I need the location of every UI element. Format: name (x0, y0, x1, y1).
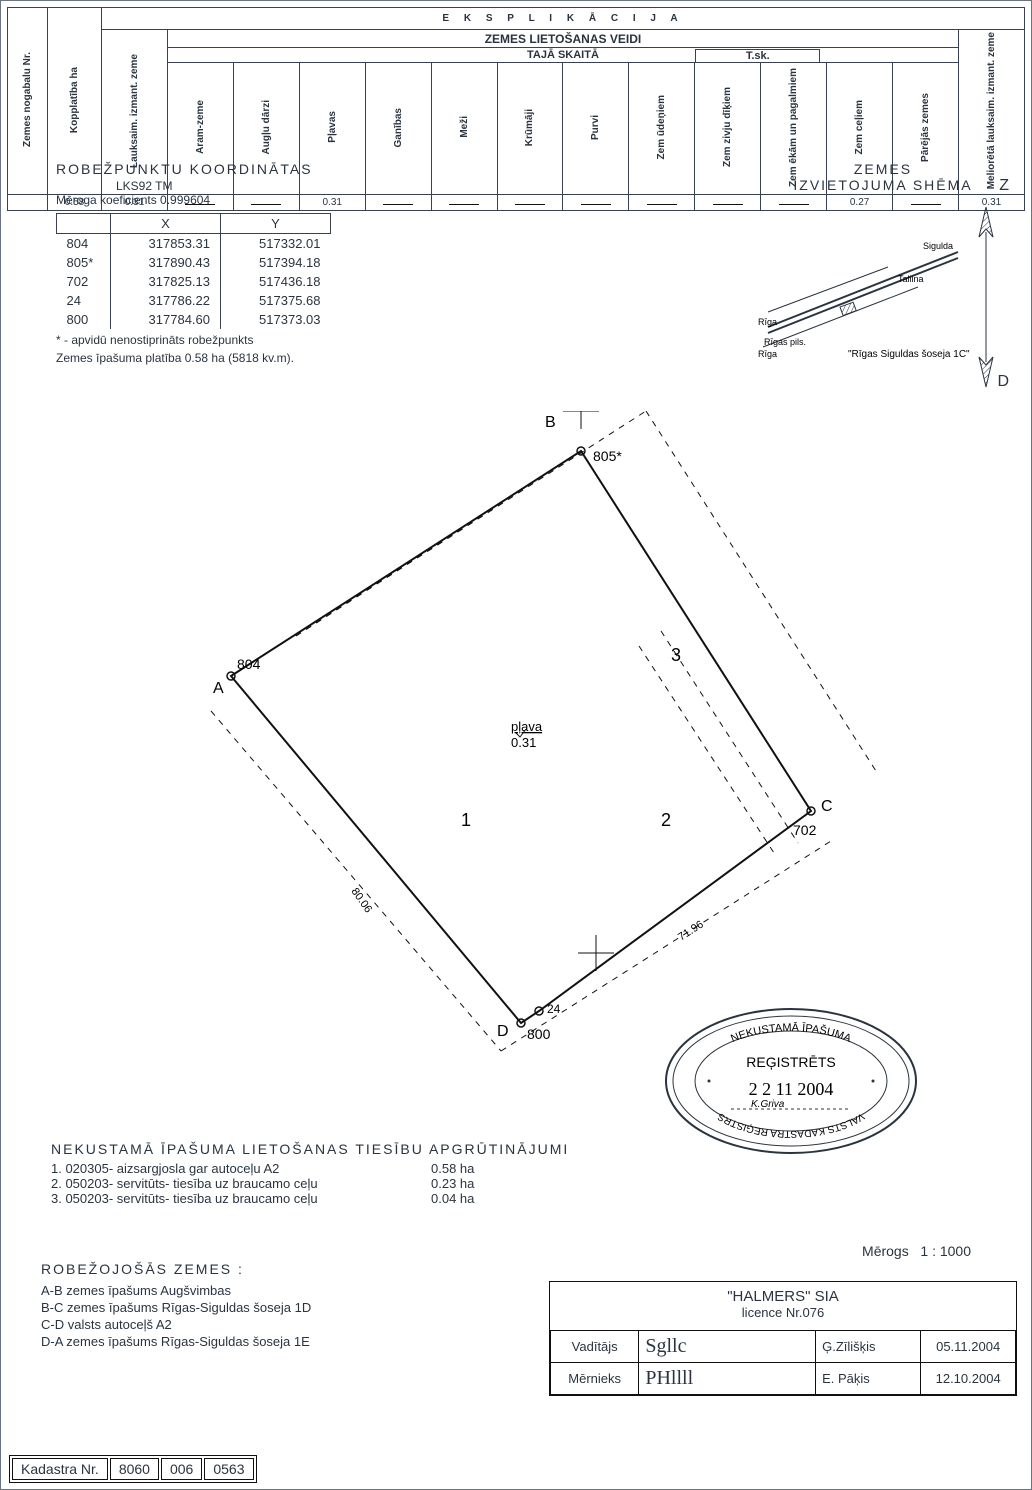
svg-text:804: 804 (237, 656, 261, 672)
svg-text:VALSTS KADASTRA REĢISTRS: VALSTS KADASTRA REĢISTRS (716, 1110, 866, 1139)
svg-text:NEKUSTAMĀ ĪPAŠUMA: NEKUSTAMĀ ĪPAŠUMA (729, 1022, 853, 1045)
svg-text:REĢISTRĒTS: REĢISTRĒTS (746, 1054, 835, 1070)
c8: Meži (459, 116, 470, 138)
coord-factor: Mēroga koeficients 0.999604 (56, 193, 456, 207)
enc-row: 1. 020305- aizsargjosla gar autoceļu A20… (51, 1161, 611, 1176)
col-area: Kopplatība ha (69, 67, 80, 133)
svg-text:Rīga: Rīga (758, 317, 777, 327)
stamp: NEKUSTAMĀ ĪPAŠUMA VALSTS KADASTRA REĢIST… (661, 1001, 921, 1161)
svg-text:0.31: 0.31 (511, 735, 536, 750)
page: Zemes nogabalu Nr. Kopplatība ha E K S P… (0, 0, 1032, 1490)
location-scheme: ZEMES IZVIETOJUMA SHĒMA Z Rīga Rīgas pil… (753, 161, 1013, 400)
svg-text:2: 2 (661, 810, 671, 830)
svg-text:Rīgas pils.: Rīgas pils. (764, 337, 806, 347)
south-d: D (997, 373, 1009, 391)
svg-text:"Rīgas Siguldas šoseja 1C": "Rīgas Siguldas šoseja 1C" (848, 349, 970, 360)
sign-block: "HALMERS" SIA licence Nr.076 Vadītājs Sg… (549, 1281, 1017, 1396)
coord-note1: * - apvidū nenostiprināts robežpunkts (56, 333, 456, 347)
company-name: "HALMERS" SIA (554, 1288, 1012, 1305)
svg-text:A: A (213, 680, 224, 697)
svg-text:3: 3 (671, 645, 681, 665)
encumbrances: NEKUSTAMĀ ĪPAŠUMA LIETOŠANAS TIESĪBU APG… (51, 1141, 611, 1206)
svg-text:702: 702 (793, 822, 817, 838)
svg-text:C: C (821, 798, 833, 815)
c11: Zem ūdeņiem (656, 95, 667, 159)
enc-title: NEKUSTAMĀ ĪPAŠUMA LIETOŠANAS TIESĪBU APG… (51, 1141, 611, 1157)
svg-text:80.06: 80.06 (349, 886, 375, 915)
c12: Zem zivju dīķiem (722, 87, 733, 167)
c15: Pārējās zemes (920, 93, 931, 162)
cadastre: Kadastra Nr. 8060 006 0563 (9, 1455, 257, 1483)
sign-row: Vadītājs Sgllc Ģ.Zīlišķis 05.11.2004 (551, 1331, 1016, 1363)
company-lic: licence Nr.076 (554, 1305, 1012, 1320)
coord-note2: Zemes īpašuma platība 0.58 ha (5818 kv.m… (56, 351, 456, 365)
c10: Purvi (590, 115, 601, 140)
sign-row: Mērnieks PHllll E. Pāķis 12.10.2004 (551, 1363, 1016, 1395)
svg-text:24: 24 (547, 1002, 561, 1016)
coord-title: ROBEŽPUNKTU KOORDINĀTAS (56, 161, 456, 177)
loc-svg: Rīga Rīgas pils. Rīga Sigulda Tallina "R… (758, 197, 1008, 397)
svg-text:B: B (545, 414, 556, 431)
expl-sub2: TAJĀ SKAITĀ (168, 48, 958, 62)
svg-text:800: 800 (527, 1026, 551, 1042)
enc-row: 2. 050203- servitūts- tiesība uz braucam… (51, 1176, 611, 1191)
plan-svg: A 804 B 805* C 702 D 800 24 80.06 71.96 … (41, 411, 911, 1091)
neighbours: ROBEŽOJOŠĀS ZEMES : A-B zemes īpašums Au… (41, 1261, 501, 1351)
col-lauksaim: Lauksaim. izmant. zeme (129, 54, 140, 168)
svg-text:805*: 805* (593, 448, 622, 464)
nbr-row: C-D valsts autoceļš A2 (41, 1317, 501, 1332)
tsk: T.sk. (695, 49, 820, 62)
svg-text:pļava: pļava (511, 719, 543, 734)
svg-text:1: 1 (461, 810, 471, 830)
c5: Augļu dārzi (261, 100, 272, 154)
svg-text:Rīga: Rīga (758, 349, 777, 359)
c14: Zem ceļiem (854, 100, 865, 154)
c7: Ganības (393, 108, 404, 147)
expl-sub1: ZEMES LIETOŠANAS VEIDI (168, 31, 958, 48)
svg-text:K.Griva: K.Griva (751, 1099, 785, 1110)
coord-system: LKS92 TM (116, 179, 456, 193)
enc-row: 3. 050203- servitūts- tiesība uz braucam… (51, 1191, 611, 1206)
svg-text:Tallina: Tallina (898, 274, 924, 284)
svg-text:Sigulda: Sigulda (923, 241, 953, 251)
scale: Mērogs 1 : 1000 (862, 1243, 971, 1259)
svg-text:71.96: 71.96 (676, 918, 706, 943)
c9: Krūmāji (524, 109, 535, 146)
nbr-title: ROBEŽOJOŠĀS ZEMES : (41, 1261, 501, 1277)
coord-block: ROBEŽPUNKTU KOORDINĀTAS LKS92 TM Mēroga … (56, 161, 456, 365)
c6: Pļavas (327, 111, 338, 143)
nbr-row: D-A zemes īpašums Rīgas-Siguldas šoseja … (41, 1334, 501, 1349)
col-nr: Zemes nogabalu Nr. (22, 52, 33, 147)
north-z: Z (999, 177, 1009, 195)
c4: Aram-zeme (195, 100, 206, 154)
coord-table: XY 804317853.31517332.01 805*317890.4351… (56, 213, 331, 329)
loc-title1: ZEMES (753, 161, 1013, 177)
svg-text:D: D (497, 1023, 509, 1040)
nbr-row: B-C zemes īpašums Rīgas-Siguldas šoseja … (41, 1300, 501, 1315)
nbr-row: A-B zemes īpašums Augšvimbas (41, 1283, 501, 1298)
expl-title: E K S P L I K Ā C I J A (102, 8, 1025, 30)
svg-text:2 2 11 2004: 2 2 11 2004 (749, 1079, 834, 1099)
loc-title2: IZVIETOJUMA SHĒMA (753, 177, 1013, 193)
